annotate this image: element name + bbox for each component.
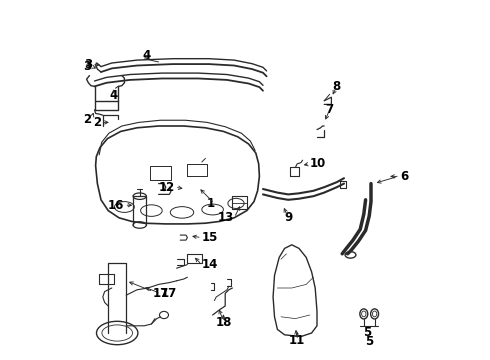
- Text: 14: 14: [202, 258, 218, 271]
- Text: 16: 16: [108, 199, 124, 212]
- Text: 1: 1: [206, 197, 215, 210]
- Text: 12: 12: [159, 181, 175, 194]
- Text: 11: 11: [289, 334, 305, 347]
- Text: 4: 4: [109, 89, 118, 102]
- Text: 17: 17: [152, 287, 169, 300]
- Text: 9: 9: [284, 211, 293, 224]
- Text: 13: 13: [218, 211, 234, 224]
- Text: 7: 7: [325, 103, 334, 116]
- Text: 18: 18: [215, 316, 232, 329]
- Text: 2: 2: [83, 113, 91, 126]
- Text: 10: 10: [310, 157, 326, 170]
- Text: 2: 2: [93, 116, 101, 129]
- Text: 8: 8: [333, 80, 341, 93]
- Text: 15: 15: [202, 231, 218, 244]
- Text: 17: 17: [160, 287, 177, 300]
- Text: 6: 6: [400, 170, 408, 183]
- Text: 3: 3: [83, 60, 91, 73]
- Text: 5: 5: [365, 335, 373, 348]
- Text: 3: 3: [84, 58, 92, 71]
- Text: 5: 5: [363, 327, 371, 339]
- Text: 4: 4: [143, 49, 150, 62]
